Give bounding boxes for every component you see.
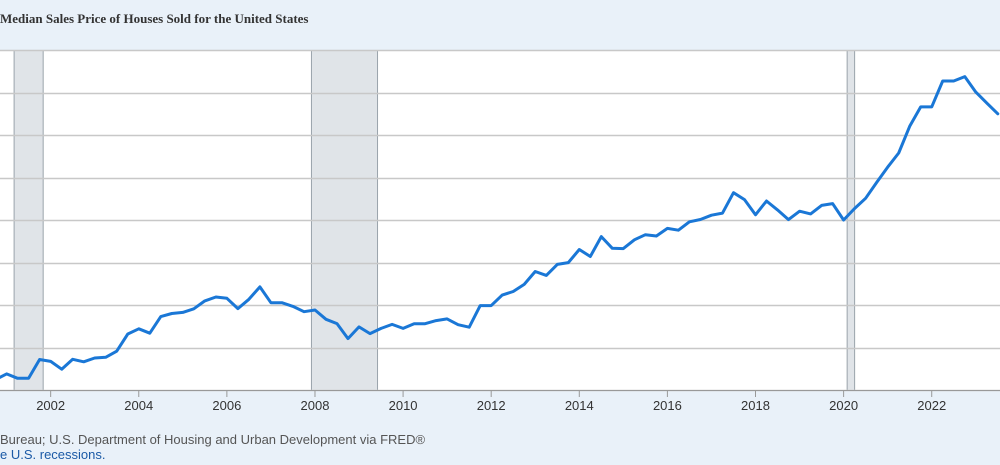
x-tick-label: 2008 bbox=[301, 398, 330, 413]
series-line-layer bbox=[0, 75, 1000, 380]
x-tick-label: 2014 bbox=[565, 398, 594, 413]
chart-title: Median Sales Price of Houses Sold for th… bbox=[0, 11, 309, 26]
x-tick-label: 2004 bbox=[124, 398, 153, 413]
x-tick-label: 2002 bbox=[36, 398, 65, 413]
x-tick-label: 2016 bbox=[653, 398, 682, 413]
x-tick-label: 2018 bbox=[741, 398, 770, 413]
x-tick-label: 2006 bbox=[212, 398, 241, 413]
recession-note: e U.S. recessions. bbox=[0, 447, 106, 462]
x-tick-label: 2010 bbox=[389, 398, 418, 413]
x-tick-label: 2022 bbox=[917, 398, 946, 413]
source-note: Bureau; U.S. Department of Housing and U… bbox=[0, 432, 426, 447]
x-axis: 2002 2004 2006 2008 2010 2012 2014 2016 2018 2020… bbox=[0, 390, 1000, 413]
recession-link[interactable]: e U.S. recessions. bbox=[0, 447, 106, 462]
x-tick-label: 2020 bbox=[829, 398, 858, 413]
x-tick-label: 2012 bbox=[477, 398, 506, 413]
series-line bbox=[0, 75, 1000, 380]
